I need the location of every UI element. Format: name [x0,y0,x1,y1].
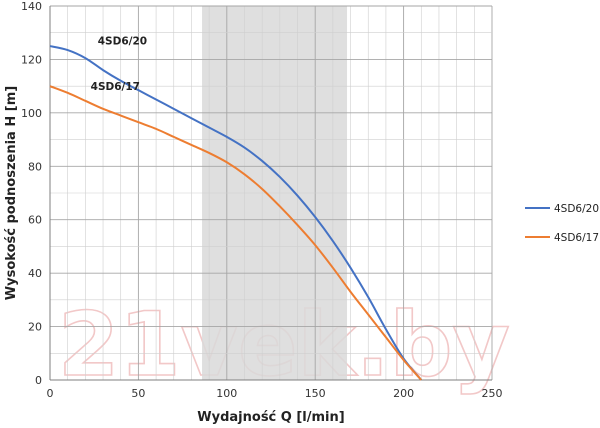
x-tick-label: 200 [393,387,414,400]
y-tick-label: 120 [21,53,42,66]
y-tick-label: 80 [28,160,42,173]
y-tick-label: 60 [28,214,42,227]
y-tick-label: 100 [21,107,42,120]
legend-label-4SD6/17: 4SD6/17 [554,232,599,244]
x-tick-label: 100 [216,387,237,400]
y-tick-label: 40 [28,267,42,280]
y-tick-label: 0 [35,374,42,387]
inline-label-4SD6/17: 4SD6/17 [91,81,140,93]
x-tick-label: 250 [482,387,503,400]
x-axis-title: Wydajność Q [l/min] [197,410,344,425]
x-tick-label: 150 [305,387,326,400]
legend-label-4SD6/20: 4SD6/20 [554,203,599,215]
series-line-4SD6/17 [49,85,423,381]
y-axis-title: Wysokość podnoszenia H [m] [4,86,19,300]
x-tick-label: 50 [131,387,145,400]
x-tick-label: 0 [47,387,54,400]
y-tick-label: 20 [28,321,42,334]
y-tick-label: 140 [21,0,42,13]
series-line-4SD6/20 [49,45,423,381]
inline-label-4SD6/20: 4SD6/20 [98,36,147,48]
